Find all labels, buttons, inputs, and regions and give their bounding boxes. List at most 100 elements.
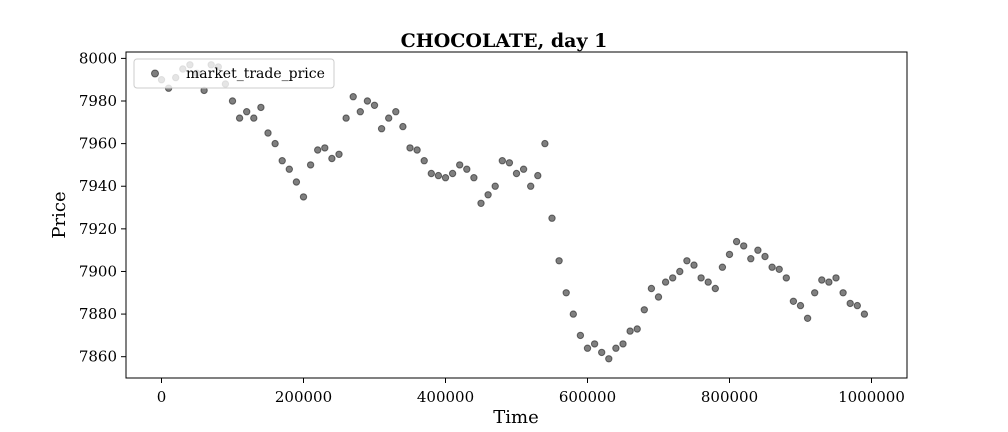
y-tick-label: 7880: [79, 305, 117, 323]
data-point: [534, 171, 542, 180]
legend-marker: [151, 69, 159, 78]
data-point: [825, 278, 833, 286]
data-point: [583, 344, 592, 352]
data-point: [477, 199, 485, 208]
data-point: [257, 103, 265, 112]
data-point: [342, 114, 350, 122]
data-point: [612, 344, 620, 352]
data-point: [661, 278, 670, 286]
data-point: [448, 169, 457, 178]
data-point: [690, 261, 698, 269]
y-tick-label: 7940: [79, 177, 117, 195]
data-point: [377, 125, 386, 133]
data-point: [541, 139, 549, 148]
data-point: [441, 174, 450, 182]
data-point: [590, 340, 599, 348]
x-tick-label: 400000: [417, 388, 474, 406]
data-point: [299, 193, 308, 201]
data-point: [250, 114, 258, 122]
data-point: [406, 144, 414, 152]
y-tick-label: 7980: [79, 92, 117, 110]
data-point: [704, 278, 712, 286]
data-point: [782, 274, 790, 282]
legend-box: [133, 58, 335, 89]
data-point: [789, 297, 798, 305]
data-point: [775, 265, 783, 273]
data-point: [463, 165, 471, 173]
x-axis-label: Time: [493, 407, 538, 428]
y-axis-label: Price: [49, 191, 70, 238]
data-point: [576, 331, 585, 340]
data-point: [605, 355, 613, 363]
data-point: [647, 284, 656, 293]
data-point: [619, 340, 627, 348]
data-point: [349, 93, 357, 101]
data-point: [434, 171, 443, 180]
data-point: [569, 310, 577, 318]
data-point: [732, 237, 741, 246]
data-point: [512, 169, 521, 178]
x-axis-ticks: 0 200000 400000 600000 800000 1000000: [157, 378, 905, 406]
x-tick-label: 1000000: [838, 388, 905, 406]
y-tick-label: 7860: [79, 348, 117, 366]
data-point: [420, 157, 428, 165]
data-point: [626, 327, 634, 335]
data-point: [846, 299, 854, 308]
data-point: [505, 159, 514, 167]
data-point: [527, 182, 535, 190]
legend-label: market_trade_price: [186, 66, 325, 82]
data-point: [640, 306, 648, 314]
data-point: [314, 146, 322, 154]
data-point: [747, 255, 755, 263]
data-point: [839, 289, 847, 297]
plot-area: [125, 51, 908, 379]
data-point: [363, 97, 372, 105]
data-point: [306, 161, 315, 169]
data-point: [356, 108, 364, 116]
data-point: [711, 284, 719, 293]
y-tick-label: 7920: [79, 220, 117, 238]
x-tick-label: 600000: [559, 388, 616, 406]
data-point: [228, 97, 237, 105]
data-point: [562, 289, 570, 297]
data-point: [598, 348, 606, 357]
data-point: [285, 165, 293, 173]
data-point: [484, 191, 492, 199]
data-point: [456, 161, 464, 169]
data-point: [243, 108, 251, 116]
data-point: [555, 257, 563, 265]
data-point: [413, 146, 421, 154]
y-axis-ticks: 7860 7880 7900 7920 7940 7960 7980 8000: [79, 49, 126, 366]
x-tick-label: 200000: [275, 388, 332, 406]
y-tick-label: 7900: [79, 262, 117, 280]
data-point: [860, 310, 869, 318]
data-point: [392, 108, 400, 116]
data-point: [491, 182, 499, 190]
data-point: [754, 246, 762, 254]
data-point: [264, 129, 272, 137]
legend: market_trade_price: [133, 58, 335, 89]
data-point: [697, 274, 705, 282]
data-point: [718, 263, 727, 271]
data-point: [654, 293, 663, 301]
data-point: [548, 214, 556, 222]
data-point: [498, 157, 506, 165]
x-tick-label: 800000: [701, 388, 758, 406]
data-point: [335, 150, 343, 159]
data-point: [676, 267, 684, 276]
data-point: [328, 154, 336, 163]
data-point: [271, 139, 279, 148]
y-tick-label: 8000: [79, 49, 117, 67]
data-point: [683, 257, 691, 265]
data-point: [321, 144, 329, 152]
data-point: [796, 301, 805, 310]
data-point: [818, 276, 826, 284]
data-point: [427, 169, 435, 178]
data-point: [235, 114, 244, 122]
data-point: [811, 289, 819, 297]
data-point: [399, 122, 407, 131]
chart-title: CHOCOLATE, day 1: [401, 30, 608, 52]
data-point: [633, 325, 641, 333]
data-point: [470, 174, 478, 182]
